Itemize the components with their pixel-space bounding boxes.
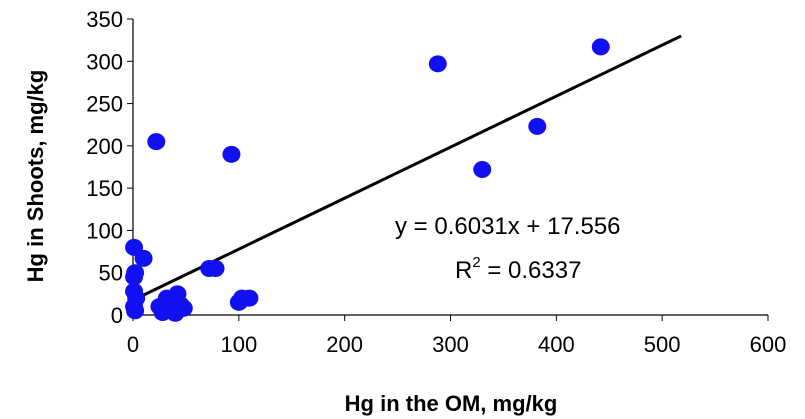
y-tick-label: 100 <box>86 218 123 243</box>
data-point <box>134 249 153 267</box>
r-squared-label: R2 = 0.6337 <box>455 254 581 284</box>
data-point <box>126 302 145 320</box>
x-tick-label: 600 <box>750 332 787 357</box>
x-tick-label: 300 <box>432 332 469 357</box>
r-squared-prefix: R <box>455 257 472 284</box>
data-points <box>125 38 610 322</box>
trendline <box>132 34 682 302</box>
data-point <box>591 38 610 56</box>
y-ticks: 0 50 100 150 200 250 300 350 <box>86 7 133 328</box>
y-tick-label: 150 <box>86 176 123 201</box>
x-axis: 0 100 200 300 400 500 600 <box>127 314 786 357</box>
r-squared-value: = 0.6337 <box>481 257 582 284</box>
r-squared-exponent: 2 <box>472 254 480 271</box>
y-tick-label: 350 <box>86 7 123 32</box>
y-tick-label: 0 <box>111 303 123 328</box>
data-point <box>240 289 259 307</box>
x-tick-label: 400 <box>538 332 575 357</box>
y-tick-label: 250 <box>86 92 123 117</box>
data-point <box>206 259 225 277</box>
y-tick-label: 200 <box>86 134 123 159</box>
x-tick-label: 200 <box>326 332 363 357</box>
y-axis: 0 50 100 150 200 250 300 350 <box>86 7 134 328</box>
data-point <box>147 133 166 151</box>
x-ticks: 0 100 200 300 400 500 600 <box>127 315 786 357</box>
data-point <box>222 145 241 163</box>
x-tick-label: 500 <box>644 332 681 357</box>
y-tick-label: 50 <box>99 261 123 286</box>
data-point <box>125 268 144 286</box>
data-point <box>428 55 447 73</box>
trendline-equation: y = 0.6031x + 17.556 <box>395 213 621 240</box>
x-tick-label: 100 <box>220 332 257 357</box>
x-tick-label: 0 <box>127 332 139 357</box>
x-axis-title: Hg in the OM, mg/kg <box>345 391 558 416</box>
y-axis-title: Hg in Shoots, mg/kg <box>23 70 48 283</box>
data-point <box>174 299 193 317</box>
data-point <box>528 117 547 135</box>
data-point <box>473 161 492 179</box>
y-tick-label: 300 <box>86 49 123 74</box>
